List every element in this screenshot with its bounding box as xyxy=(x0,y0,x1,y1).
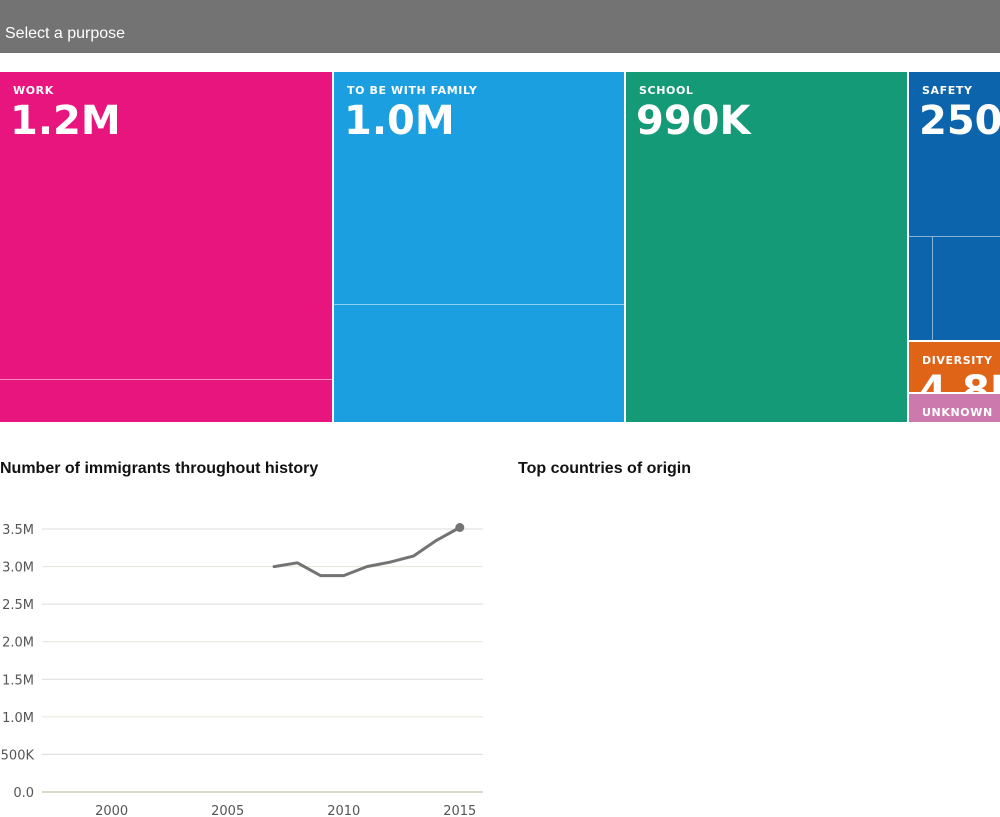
y-tick-label: 1.0M xyxy=(2,711,34,726)
tile-diversity-label: DIVERSITY xyxy=(922,354,993,367)
tile-work-value: 1.2M xyxy=(10,98,121,144)
history-line-chart: 0.0 500K 1.0M 1.5M 2.0M 2.5M 3.0M 3.5M 2000 2005 2… xyxy=(1,522,483,817)
tile-family-subdivision[interactable] xyxy=(334,304,624,422)
x-tick-label: 2005 xyxy=(211,804,244,817)
x-tick-label: 2000 xyxy=(95,804,128,817)
select-purpose-label[interactable]: Select a purpose xyxy=(5,25,126,42)
tile-work-label: WORK xyxy=(13,84,54,97)
y-tick-label: 3.0M xyxy=(2,561,34,576)
series-end-point xyxy=(455,522,465,532)
y-tick-label: 1.5M xyxy=(2,673,34,688)
x-tick-label: 2015 xyxy=(443,804,476,817)
tile-safety-label: SAFETY xyxy=(922,84,973,97)
tile-safety[interactable]: SAFETY 250K xyxy=(909,72,1000,340)
tile-safety-subdivision-b[interactable] xyxy=(933,236,1000,340)
tile-family-value: 1.0M xyxy=(344,98,455,144)
tile-diversity[interactable]: DIVERSITY 4.8K xyxy=(909,342,1000,392)
purpose-selector-bar[interactable]: Select a purpose xyxy=(0,0,1000,53)
purpose-treemap: WORK 1.2M TO BE WITH FAMILY 1.0M SCHOOL … xyxy=(0,72,1000,422)
tile-unknown[interactable]: UNKNOWN xyxy=(909,394,1000,422)
tile-unknown-label: UNKNOWN xyxy=(922,406,993,419)
tile-school-value: 990K xyxy=(636,98,751,144)
origin-chart-title: Top countries of origin xyxy=(518,460,692,477)
tile-family[interactable]: TO BE WITH FAMILY 1.0M xyxy=(334,72,624,422)
tile-school-label: SCHOOL xyxy=(639,84,694,97)
tile-work-subdivision[interactable] xyxy=(0,379,332,422)
y-tick-label: 500K xyxy=(1,748,35,763)
tile-work[interactable]: WORK 1.2M xyxy=(0,72,332,422)
history-chart-title: Number of immigrants throughout history xyxy=(0,460,319,477)
immigrants-series-line xyxy=(272,526,462,578)
y-tick-label: 2.0M xyxy=(2,636,34,651)
x-tick-label: 2010 xyxy=(327,804,360,817)
tile-diversity-value: 4.8K xyxy=(919,368,1000,392)
y-tick-label: 0.0 xyxy=(13,786,34,801)
tile-school[interactable]: SCHOOL 990K xyxy=(626,72,907,422)
tile-safety-value: 250K xyxy=(919,98,1000,144)
tile-family-label: TO BE WITH FAMILY xyxy=(347,84,478,97)
tile-safety-subdivision-a[interactable] xyxy=(909,236,933,340)
y-tick-label: 2.5M xyxy=(2,598,34,613)
y-tick-label: 3.5M xyxy=(2,523,34,538)
